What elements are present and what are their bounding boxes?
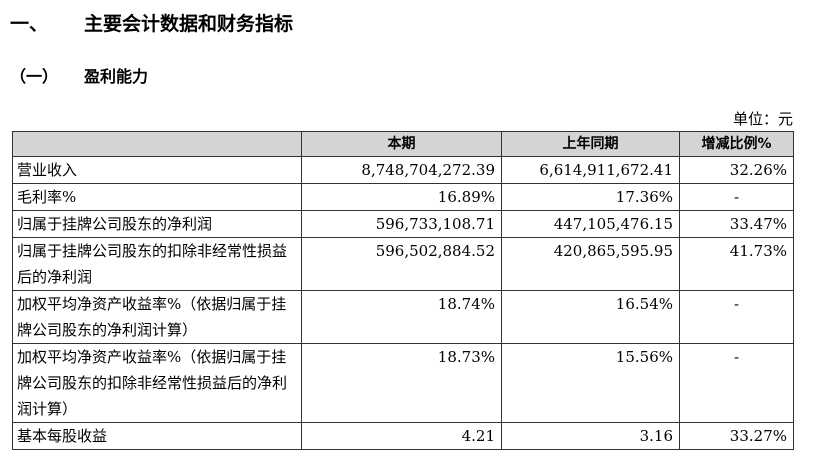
row-change: 33.47% xyxy=(679,210,794,238)
row-current: 596,733,108.71 xyxy=(301,210,502,238)
header-current: 本期 xyxy=(301,131,502,157)
row-prior: 3.16 xyxy=(501,422,680,450)
row-prior: 17.36% xyxy=(501,183,680,211)
row-change: - xyxy=(679,183,794,211)
row-prior: 6,614,911,672.41 xyxy=(501,156,680,184)
table-row: 毛利率% 16.89% 17.36% - xyxy=(12,183,794,211)
row-current: 16.89% xyxy=(301,183,502,211)
table-row: 基本每股收益 4.21 3.16 33.27% xyxy=(12,422,794,450)
section-title: 主要会计数据和财务指标 xyxy=(84,13,294,35)
row-prior: 15.56% xyxy=(501,343,680,423)
row-current: 8,748,704,272.39 xyxy=(301,156,502,184)
row-prior: 16.54% xyxy=(501,290,680,344)
row-prior: 447,105,476.15 xyxy=(501,210,680,238)
table-row: 归属于挂牌公司股东的净利润 596,733,108.71 447,105,476… xyxy=(12,210,794,238)
row-current: 18.74% xyxy=(301,290,502,344)
row-label: 加权平均净资产收益率%（依据归属于挂牌公司股东的净利润计算） xyxy=(12,290,302,344)
subsection-number: （一） xyxy=(10,67,59,86)
header-prior: 上年同期 xyxy=(501,131,680,157)
row-current: 18.73% xyxy=(301,343,502,423)
header-item xyxy=(12,131,302,157)
section-number: 一、 xyxy=(10,13,49,35)
row-label: 加权平均净资产收益率%（依据归属于挂牌公司股东的扣除非经常性损益后的净利润计算） xyxy=(12,343,302,423)
table-header-row: 本期 上年同期 增减比例% xyxy=(12,131,794,157)
row-change: 41.73% xyxy=(679,237,794,291)
row-label: 归属于挂牌公司股东的扣除非经常性损益后的净利润 xyxy=(12,237,302,291)
row-change: 32.26% xyxy=(679,156,794,184)
row-change: - xyxy=(679,290,794,344)
table-row: 归属于挂牌公司股东的扣除非经常性损益后的净利润 596,502,884.52 4… xyxy=(12,237,794,291)
row-current: 596,502,884.52 xyxy=(301,237,502,291)
table-row: 加权平均净资产收益率%（依据归属于挂牌公司股东的扣除非经常性损益后的净利润计算）… xyxy=(12,343,794,423)
row-label: 基本每股收益 xyxy=(12,422,302,450)
subsection-title: 盈利能力 xyxy=(84,67,149,86)
row-label: 营业收入 xyxy=(12,156,302,184)
table-row: 加权平均净资产收益率%（依据归属于挂牌公司股东的净利润计算） 18.74% 16… xyxy=(12,290,794,344)
financial-indicators-table: 本期 上年同期 增减比例% 营业收入 8,748,704,272.39 6,61… xyxy=(12,131,794,450)
table-row: 营业收入 8,748,704,272.39 6,614,911,672.41 3… xyxy=(12,156,794,184)
row-change: 33.27% xyxy=(679,422,794,450)
row-label: 毛利率% xyxy=(12,183,302,211)
unit-label: 单位：元 xyxy=(732,110,793,128)
header-change: 增减比例% xyxy=(679,131,794,157)
row-current: 4.21 xyxy=(301,422,502,450)
row-prior: 420,865,595.95 xyxy=(501,237,680,291)
row-change: - xyxy=(679,343,794,423)
row-label: 归属于挂牌公司股东的净利润 xyxy=(12,210,302,238)
